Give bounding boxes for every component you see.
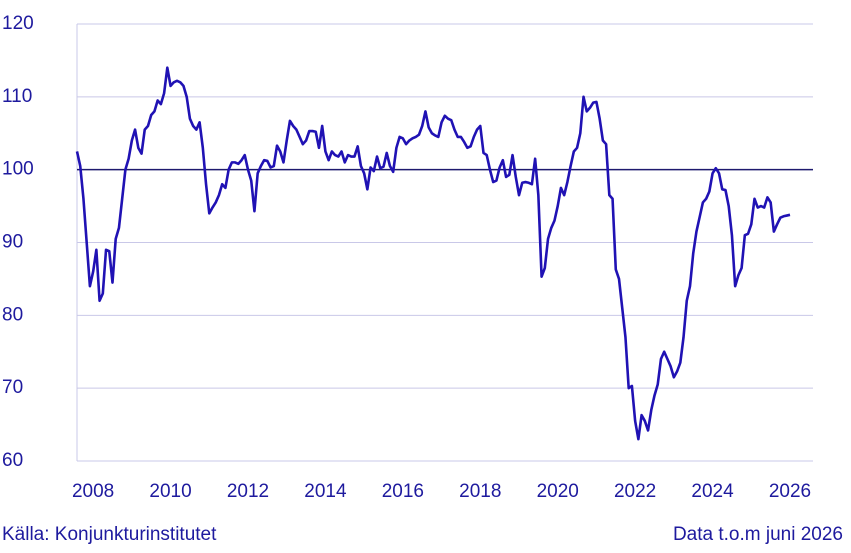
x-tick-label: 2010 (149, 481, 191, 502)
y-tick-label: 120 (2, 13, 34, 34)
x-tick-label: 2022 (614, 481, 656, 502)
x-tick-label: 2020 (537, 481, 579, 502)
note: Data t.o.m juni 2026 (673, 524, 843, 545)
x-tick-label: 2026 (769, 481, 811, 502)
x-tick-label: 2024 (691, 481, 734, 502)
y-tick-label: 110 (2, 86, 32, 107)
y-tick-label: 70 (2, 377, 23, 398)
x-tick-label: 2014 (304, 481, 347, 502)
x-tick-label: 2018 (459, 481, 501, 502)
x-tick-label: 2016 (382, 481, 424, 502)
line-series (75, 66, 791, 441)
x-tick-label: 2008 (72, 481, 114, 502)
y-tick-label: 90 (2, 232, 23, 253)
y-tick-label: 60 (2, 450, 23, 471)
y-tick-label: 100 (2, 159, 34, 180)
y-tick-label: 80 (2, 304, 23, 325)
x-tick-label: 2012 (227, 481, 269, 502)
source: Källa: Konjunkturinstitutet (2, 524, 217, 545)
